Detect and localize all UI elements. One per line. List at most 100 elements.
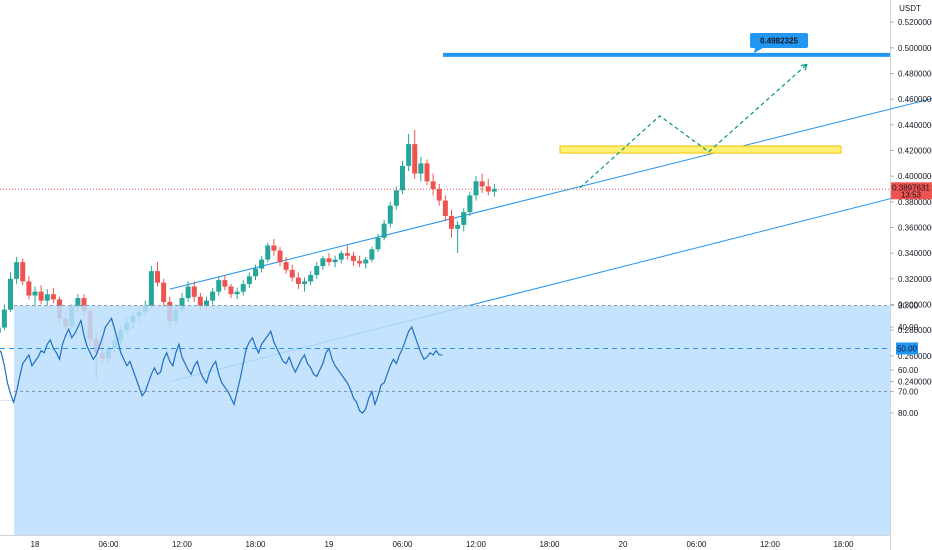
candle-body[interactable] bbox=[14, 262, 20, 279]
candle-body[interactable] bbox=[332, 259, 338, 263]
candle-body[interactable] bbox=[363, 259, 369, 264]
candle-body[interactable] bbox=[75, 298, 81, 308]
projection-arrowhead bbox=[800, 63, 808, 71]
rsi-tick-label: 60.00 bbox=[898, 366, 919, 375]
rsi-value-badge: 50.00 bbox=[896, 342, 918, 355]
candle-body[interactable] bbox=[197, 296, 203, 306]
candle-body[interactable] bbox=[424, 163, 430, 182]
rsi-badge-value: 50.00 bbox=[897, 345, 918, 354]
candle-body[interactable] bbox=[155, 271, 160, 283]
candle-body[interactable] bbox=[400, 165, 405, 191]
rsi-axis[interactable]: 80.00 70.00 60.00 40.00 30.00 50.00 bbox=[890, 302, 919, 419]
currency-label: USDT bbox=[899, 4, 921, 13]
candle-body[interactable] bbox=[289, 269, 295, 278]
candle-body[interactable] bbox=[357, 260, 363, 264]
rsi-pane[interactable] bbox=[0, 305, 890, 536]
candle-body[interactable] bbox=[259, 259, 265, 269]
time-tick-label: 18:00 bbox=[245, 540, 266, 549]
candle-body[interactable] bbox=[44, 294, 50, 301]
callout-shape bbox=[750, 33, 808, 53]
rsi-line[interactable] bbox=[0, 317, 443, 414]
candle-body[interactable] bbox=[234, 291, 240, 295]
candle-body[interactable] bbox=[369, 249, 375, 260]
candle-body[interactable] bbox=[0, 327, 1, 333]
candle-body[interactable] bbox=[418, 163, 424, 174]
time-tick-label: 06:00 bbox=[98, 540, 119, 549]
candle-body[interactable] bbox=[283, 262, 289, 270]
candle-body[interactable] bbox=[148, 271, 154, 306]
candle-body[interactable] bbox=[253, 268, 258, 277]
time-tick-label: 20 bbox=[619, 540, 628, 549]
candle-body[interactable] bbox=[479, 181, 485, 187]
candle-body[interactable] bbox=[161, 282, 167, 302]
candle-body[interactable] bbox=[32, 291, 38, 296]
candle-body[interactable] bbox=[295, 277, 301, 284]
candle-body[interactable] bbox=[351, 255, 356, 261]
candle-body[interactable] bbox=[204, 300, 209, 306]
time-tick-label: 12:00 bbox=[172, 540, 193, 549]
candle-body[interactable] bbox=[271, 245, 277, 251]
candle-body[interactable] bbox=[344, 253, 350, 256]
candle-body[interactable] bbox=[461, 212, 467, 225]
candle-body[interactable] bbox=[38, 291, 44, 301]
candle-body[interactable] bbox=[436, 189, 442, 201]
candle-body[interactable] bbox=[491, 189, 497, 192]
candle-body[interactable] bbox=[406, 144, 412, 166]
candle-body[interactable] bbox=[320, 258, 326, 267]
time-tick-label: 06:00 bbox=[392, 540, 413, 549]
candle-body[interactable] bbox=[412, 144, 418, 174]
rsi-tick-label: 70.00 bbox=[898, 388, 919, 397]
candle-body[interactable] bbox=[467, 195, 473, 213]
candle-body[interactable] bbox=[20, 262, 26, 282]
candle-body[interactable] bbox=[8, 278, 13, 310]
candle-body[interactable] bbox=[277, 250, 283, 263]
candle-body[interactable] bbox=[338, 253, 344, 260]
candle-body[interactable] bbox=[430, 181, 436, 190]
candle-body[interactable] bbox=[240, 283, 246, 292]
candle-body[interactable] bbox=[485, 186, 491, 192]
time-axis[interactable]: 18 06:00 12:00 18:00 19 06:00 12:00 18:00 20 06:0… bbox=[31, 540, 855, 549]
candle-body[interactable] bbox=[50, 294, 56, 300]
candle-body[interactable] bbox=[26, 281, 32, 296]
candle-body[interactable] bbox=[314, 266, 320, 275]
candle-body[interactable] bbox=[210, 291, 216, 301]
candle-body[interactable] bbox=[216, 280, 222, 292]
candle-body[interactable] bbox=[185, 286, 191, 299]
support-zone[interactable] bbox=[559, 145, 842, 154]
candle-body[interactable] bbox=[449, 215, 454, 229]
candle-body[interactable] bbox=[473, 181, 479, 196]
candle-body[interactable] bbox=[1, 309, 7, 328]
candle-body[interactable] bbox=[442, 200, 448, 216]
time-tick-label: 06:00 bbox=[686, 540, 707, 549]
candle-body[interactable] bbox=[455, 224, 461, 229]
candle-body[interactable] bbox=[326, 258, 332, 263]
time-tick-label: 18:00 bbox=[833, 540, 854, 549]
projection-path[interactable] bbox=[579, 64, 808, 189]
candle-body[interactable] bbox=[246, 276, 252, 284]
target-price-callout[interactable]: 0.4982325 bbox=[750, 33, 808, 53]
candle-body[interactable] bbox=[302, 281, 307, 284]
candle-body[interactable] bbox=[179, 298, 185, 310]
candle-body[interactable] bbox=[191, 286, 197, 297]
candle-body[interactable] bbox=[265, 245, 271, 260]
candle-body[interactable] bbox=[387, 205, 393, 224]
channel-upper-line[interactable] bbox=[169, 35, 932, 290]
candle-body[interactable] bbox=[381, 223, 387, 238]
candle-body[interactable] bbox=[222, 280, 228, 287]
candle-body[interactable] bbox=[393, 190, 399, 206]
candle-body[interactable] bbox=[308, 274, 314, 282]
candle-body[interactable] bbox=[375, 237, 381, 250]
candle-body[interactable] bbox=[81, 298, 87, 311]
candle-body[interactable] bbox=[228, 286, 234, 295]
